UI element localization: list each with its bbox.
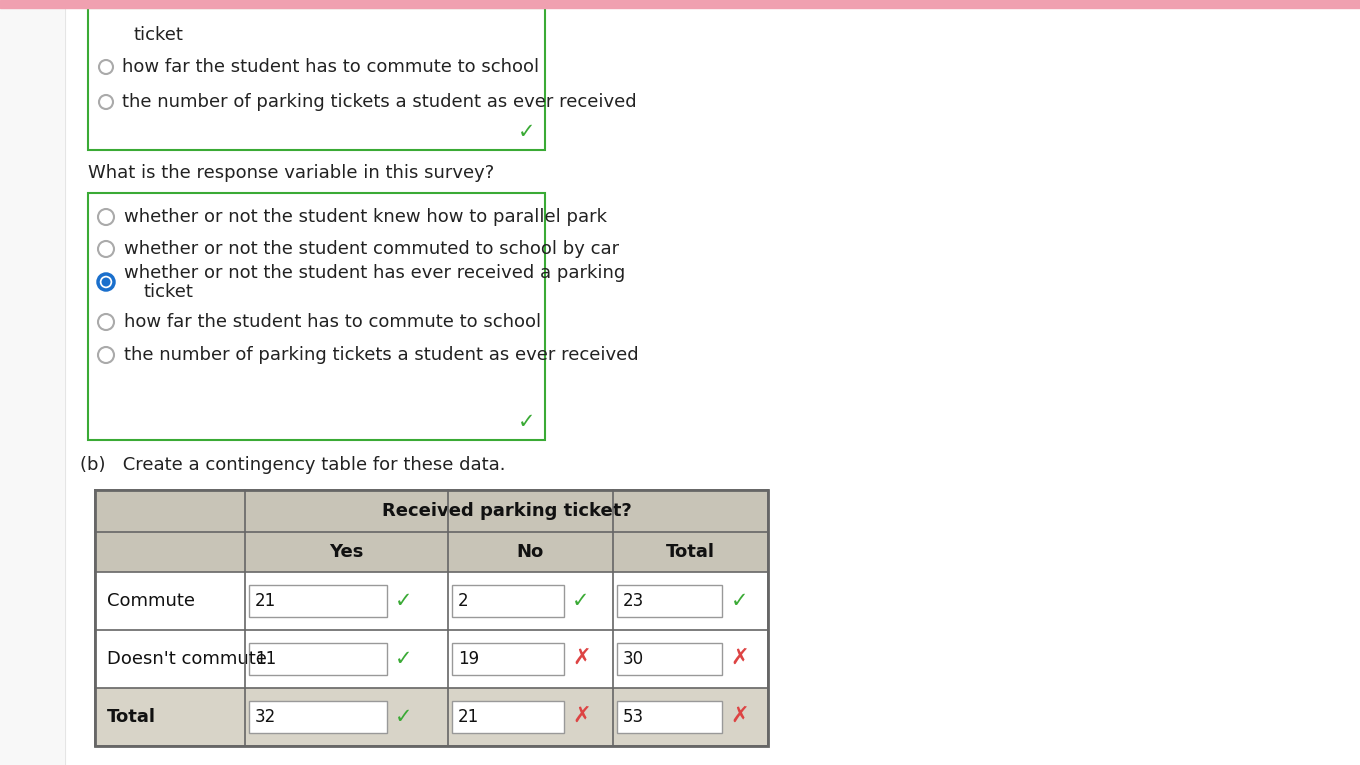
FancyBboxPatch shape — [617, 701, 722, 733]
Bar — [95, 490, 768, 532]
Text: how far the student has to commute to school: how far the student has to commute to sc… — [122, 58, 539, 76]
Text: Yes: Yes — [329, 543, 363, 561]
FancyBboxPatch shape — [452, 643, 564, 675]
Text: ✓: ✓ — [394, 591, 412, 611]
FancyBboxPatch shape — [452, 585, 564, 617]
Text: ✓: ✓ — [518, 122, 536, 142]
Text: 23: 23 — [623, 592, 645, 610]
FancyBboxPatch shape — [617, 643, 722, 675]
Text: 53: 53 — [623, 708, 645, 726]
FancyBboxPatch shape — [452, 701, 564, 733]
Bar — [0, 0, 1360, 8]
Text: the number of parking tickets a student as ever received: the number of parking tickets a student … — [122, 93, 636, 111]
FancyBboxPatch shape — [249, 701, 388, 733]
Text: ✗: ✗ — [573, 648, 590, 668]
Text: 32: 32 — [256, 708, 276, 726]
FancyBboxPatch shape — [88, 8, 545, 150]
Text: whether or not the student knew how to parallel park: whether or not the student knew how to p… — [124, 208, 607, 226]
Text: No: No — [517, 543, 544, 561]
Text: how far the student has to commute to school: how far the student has to commute to sc… — [124, 313, 541, 331]
Text: ✗: ✗ — [730, 706, 749, 726]
Text: 11: 11 — [256, 650, 276, 668]
Bar — [95, 490, 768, 746]
Circle shape — [98, 274, 114, 290]
Bar — [95, 532, 768, 572]
Text: whether or not the student has ever received a parking: whether or not the student has ever rece… — [124, 264, 626, 282]
Text: 21: 21 — [256, 592, 276, 610]
Text: ✓: ✓ — [394, 707, 412, 727]
FancyBboxPatch shape — [88, 193, 545, 440]
Text: whether or not the student commuted to school by car: whether or not the student commuted to s… — [124, 240, 619, 258]
Text: 21: 21 — [458, 708, 479, 726]
FancyBboxPatch shape — [249, 643, 388, 675]
Text: ✗: ✗ — [730, 648, 749, 668]
Text: Doesn't commute: Doesn't commute — [107, 650, 267, 668]
Text: (b)   Create a contingency table for these data.: (b) Create a contingency table for these… — [80, 456, 506, 474]
Text: ✓: ✓ — [730, 591, 748, 611]
Circle shape — [102, 278, 110, 287]
Text: What is the response variable in this survey?: What is the response variable in this su… — [88, 164, 494, 182]
FancyBboxPatch shape — [617, 585, 722, 617]
Text: ticket: ticket — [144, 283, 194, 301]
Text: the number of parking tickets a student as ever received: the number of parking tickets a student … — [124, 346, 639, 364]
Text: 30: 30 — [623, 650, 645, 668]
Text: ticket: ticket — [133, 26, 182, 44]
Text: ✓: ✓ — [573, 591, 590, 611]
Text: ✗: ✗ — [573, 706, 590, 726]
Bar — [95, 572, 768, 630]
Bar — [95, 630, 768, 688]
Text: Received parking ticket?: Received parking ticket? — [382, 502, 631, 520]
Text: Total: Total — [666, 543, 715, 561]
Text: Commute: Commute — [107, 592, 194, 610]
FancyBboxPatch shape — [249, 585, 388, 617]
Text: ✓: ✓ — [518, 412, 536, 432]
Text: 2: 2 — [458, 592, 469, 610]
Bar — [95, 688, 768, 746]
Text: Total: Total — [107, 708, 156, 726]
Text: 19: 19 — [458, 650, 479, 668]
Text: ✓: ✓ — [394, 649, 412, 669]
Bar — [0, 8, 65, 765]
